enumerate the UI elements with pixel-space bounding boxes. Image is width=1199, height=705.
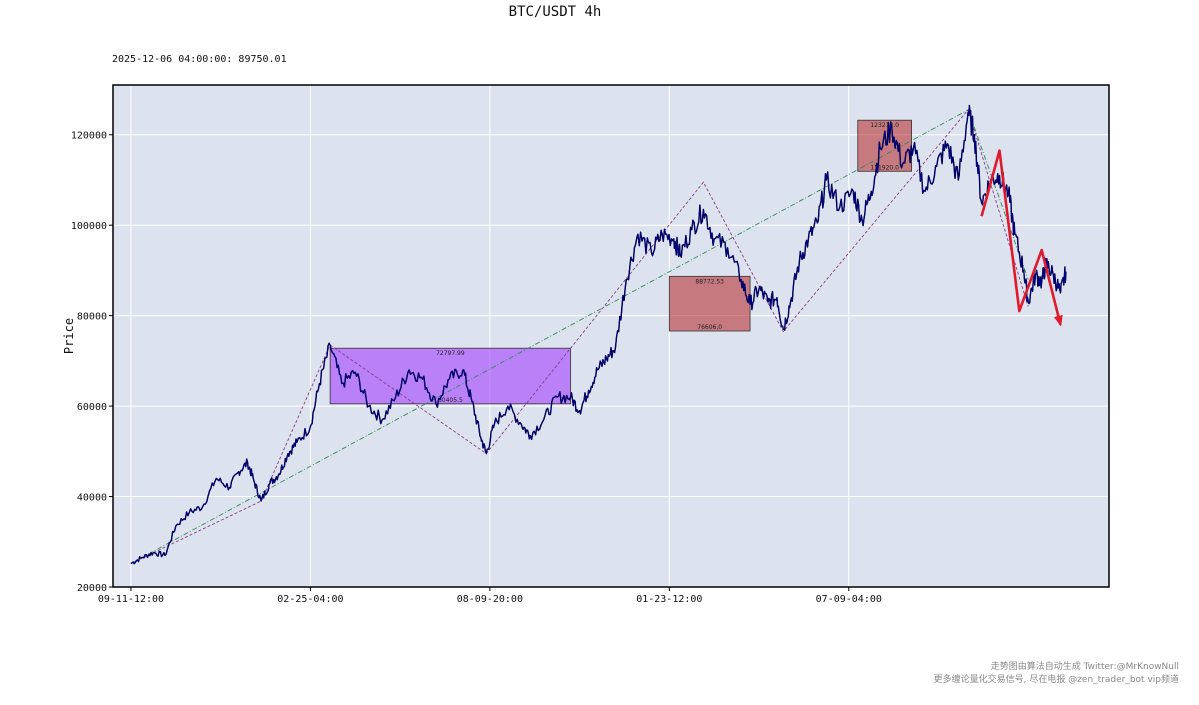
chart-title: BTC/USDT 4h bbox=[508, 4, 602, 20]
plot-frame bbox=[112, 84, 1110, 588]
zone-top-label: 123218.0 bbox=[870, 122, 899, 129]
plot-area bbox=[113, 85, 1109, 587]
zone-top-label: 72797.99 bbox=[436, 350, 465, 357]
y-tick-label: 40000 bbox=[77, 493, 107, 504]
x-tick-label: 02-25-04:00 bbox=[277, 594, 343, 605]
y-tick-label: 100000 bbox=[71, 221, 107, 232]
y-tick-label: 60000 bbox=[77, 402, 107, 413]
y-axis-label: Price bbox=[62, 318, 76, 354]
x-tick-label: 08-09-20:00 bbox=[457, 594, 523, 605]
zone-top-label: 88772.53 bbox=[695, 278, 724, 285]
forecast-arrow bbox=[980, 149, 1063, 327]
x-tick-label: 07-09-04:00 bbox=[816, 594, 882, 605]
y-tick-label: 20000 bbox=[77, 583, 107, 594]
x-tick-label: 01-23-12:00 bbox=[636, 594, 702, 605]
footer-line-1: 走势图由算法自动生成 Twitter:@MrKnowNull bbox=[990, 662, 1179, 672]
zone-bottom-label: 111920.0 bbox=[870, 164, 899, 171]
x-tick-label: 09-11-12:00 bbox=[98, 594, 164, 605]
footer-credit: 走势图由算法自动生成 Twitter:@MrKnowNull 更多缠论量化交易信… bbox=[934, 661, 1179, 687]
price-readout: 2025-12-06 04:00:00: 89750.01 bbox=[112, 54, 287, 65]
price-line bbox=[130, 104, 1067, 565]
forecast-path bbox=[980, 149, 1062, 326]
pivot-line bbox=[130, 108, 1029, 564]
forecast-arrowhead bbox=[1054, 314, 1063, 327]
axes: 20000 40000 60000 80000 100000 120000 09-11-12… bbox=[62, 131, 882, 605]
footer-line-2: 更多缠论量化交易信号, 尽在电报 @zen_trader_bot vip频道 bbox=[933, 675, 1179, 685]
zone-bottom-label: 76606.0 bbox=[697, 324, 722, 331]
series-lines bbox=[130, 104, 1067, 565]
y-tick-label: 120000 bbox=[71, 131, 107, 142]
zone-bottom-label: 60405.5 bbox=[438, 397, 463, 404]
y-tick-label: 80000 bbox=[77, 312, 107, 323]
